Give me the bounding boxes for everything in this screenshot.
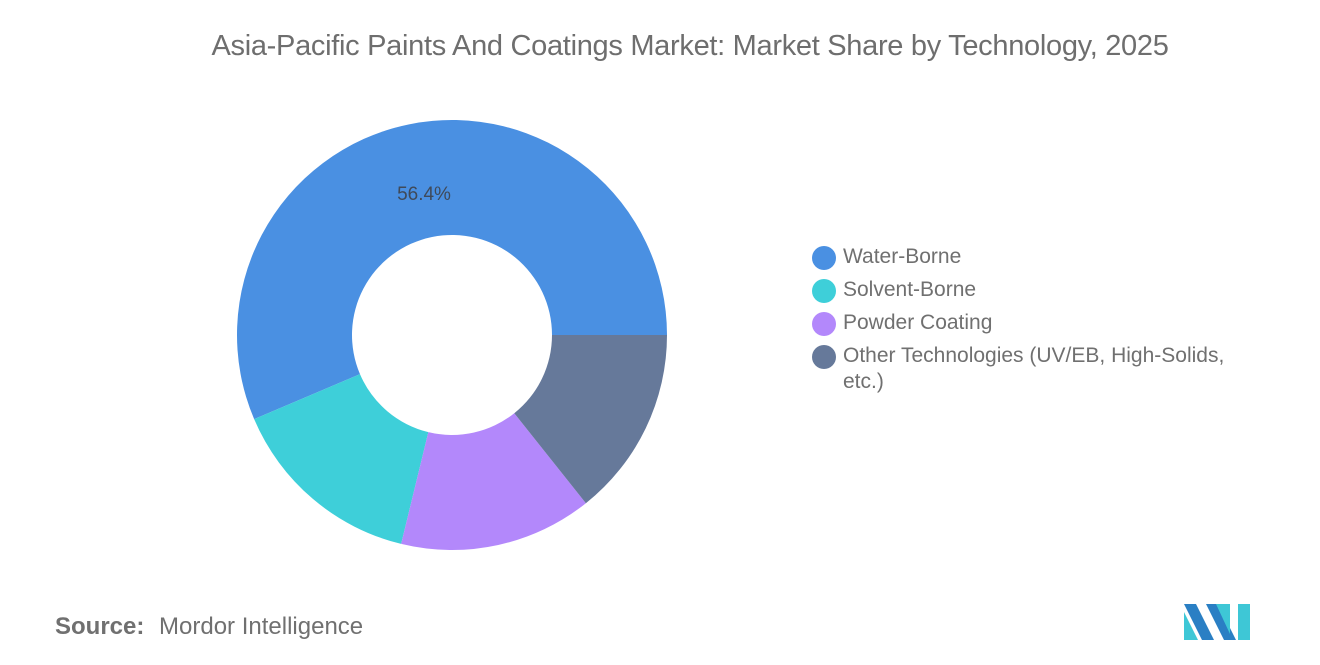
- legend-label: Water-Borne: [843, 245, 962, 268]
- legend-swatch-icon: [812, 312, 836, 336]
- legend-label: Other Technologies (UV/EB, High-Solids, …: [843, 344, 1225, 393]
- chart-title: Asia-Pacific Paints And Coatings Market:…: [211, 30, 1169, 62]
- legend-label: Solvent-Borne: [843, 278, 977, 301]
- legend-swatch-icon: [812, 279, 836, 303]
- legend-label: Powder Coating: [843, 311, 993, 334]
- chart-legend: Water-Borne Solvent-Borne Powder Coating Ot…: [812, 244, 1262, 402]
- slice-value-label: 56.4%: [397, 184, 451, 205]
- legend-item: Powder Coating: [812, 310, 1262, 336]
- legend-swatch-icon: [812, 246, 836, 270]
- source-label: Source:: [55, 613, 145, 640]
- donut-slice-water-borne: [237, 119, 667, 420]
- mordor-intelligence-logo-icon: [1184, 604, 1250, 640]
- legend-item: Water-Borne: [812, 244, 1262, 270]
- donut-slice-powder: [401, 413, 586, 550]
- legend-item: Other Technologies (UV/EB, High-Solids, …: [812, 343, 1262, 395]
- donut-slice-other: [514, 335, 667, 504]
- donut-slice-solvent-borne: [254, 374, 429, 544]
- source-note: Source: Mordor Intelligence: [55, 613, 363, 641]
- legend-item: Solvent-Borne: [812, 277, 1262, 303]
- legend-swatch-icon: [812, 345, 836, 369]
- source-value: Mordor Intelligence: [159, 613, 364, 640]
